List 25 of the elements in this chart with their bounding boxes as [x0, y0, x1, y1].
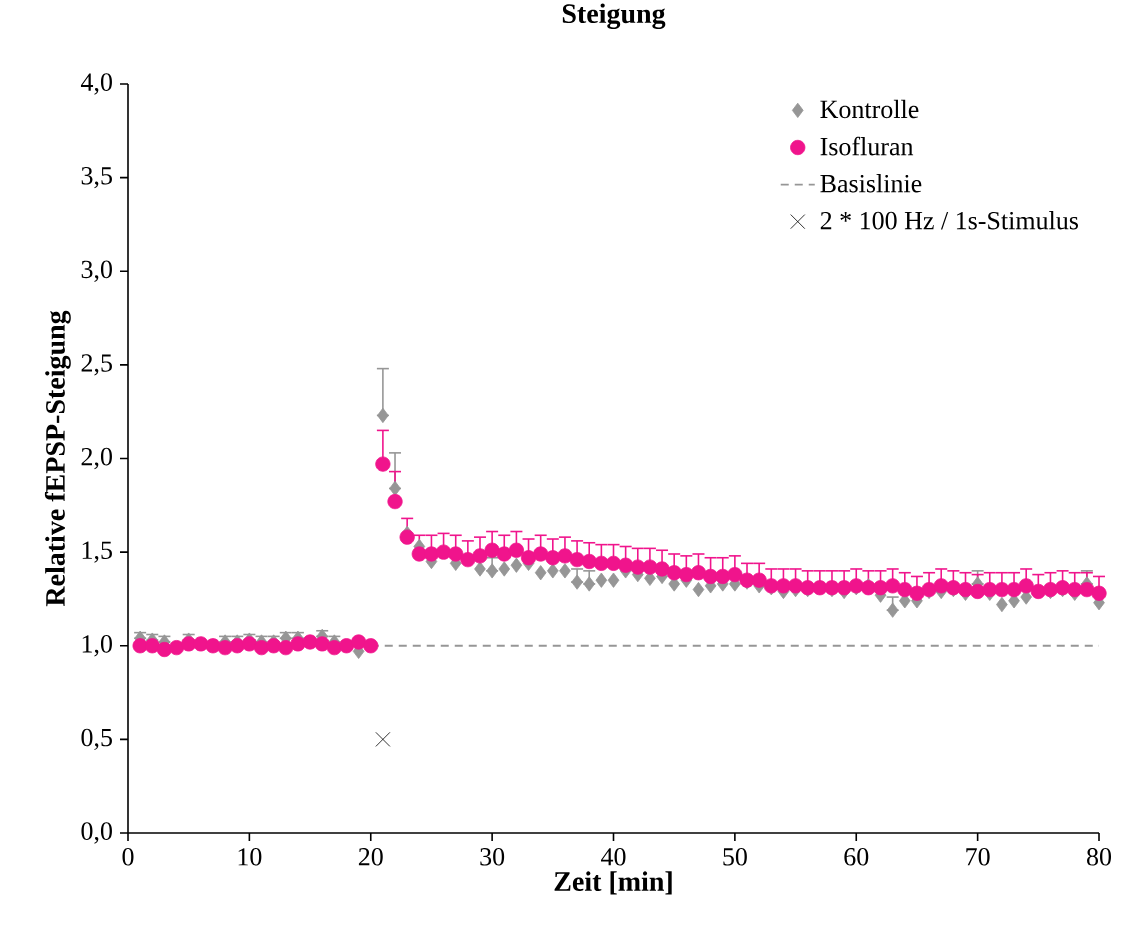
legend-label: Isofluran: [820, 136, 914, 156]
y-tick-label: 0,0: [81, 822, 112, 844]
y-tick-label: 3,0: [81, 260, 112, 282]
y-tick-label: 2,0: [81, 447, 112, 470]
x-tick-label: 0: [122, 848, 134, 866]
x-tick-label: 40: [601, 848, 626, 866]
x-tick-label: 20: [358, 848, 383, 866]
y-tick-label: 3,5: [81, 167, 112, 189]
x-axis-title: Zeit [min]: [554, 871, 672, 895]
x-tick-label: 60: [844, 848, 869, 866]
legend-label: Basislinie: [820, 174, 922, 193]
x-tick-label: 10: [238, 848, 262, 866]
x-tick-label: 80: [1087, 848, 1111, 866]
legend-label: 2 * 100 Hz / 1s-Stimulus: [820, 211, 1078, 230]
y-tick-label: 4,0: [80, 73, 112, 95]
y-axis-title: Relative fEPSP-Steigung: [44, 310, 71, 607]
x-tick-label: 50: [723, 848, 747, 866]
x-tick-label: 70: [966, 848, 990, 866]
chart-title: Steigung: [562, 3, 666, 30]
y-tick-label: 1,5: [82, 541, 112, 563]
y-tick-label: 0,5: [81, 728, 112, 751]
y-tick-label: 2,5: [81, 354, 112, 376]
y-tick-label: 1,0: [82, 635, 112, 657]
x-tick-label: 30: [480, 848, 505, 866]
legend-label: Kontrolle: [820, 99, 919, 119]
